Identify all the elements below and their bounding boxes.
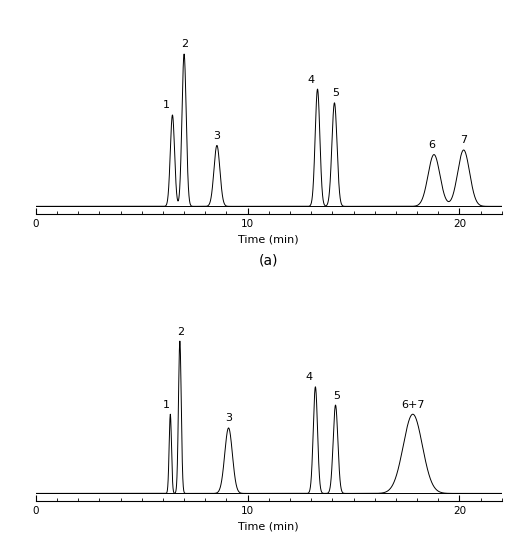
- Text: 1: 1: [163, 400, 169, 410]
- Text: 5: 5: [332, 88, 339, 98]
- Text: 6+7: 6+7: [401, 400, 424, 410]
- Text: 3: 3: [214, 131, 220, 141]
- Text: 1: 1: [163, 100, 170, 110]
- Text: 6: 6: [429, 140, 435, 150]
- Text: (a): (a): [259, 254, 279, 268]
- Text: 4: 4: [306, 372, 313, 382]
- Text: 2: 2: [177, 327, 184, 336]
- Text: 3: 3: [225, 414, 232, 423]
- Text: 5: 5: [333, 391, 340, 400]
- X-axis label: Time (min): Time (min): [239, 235, 299, 244]
- Text: 7: 7: [460, 135, 467, 146]
- Text: 4: 4: [308, 75, 315, 85]
- X-axis label: Time (min): Time (min): [239, 521, 299, 531]
- Text: 2: 2: [182, 39, 189, 50]
